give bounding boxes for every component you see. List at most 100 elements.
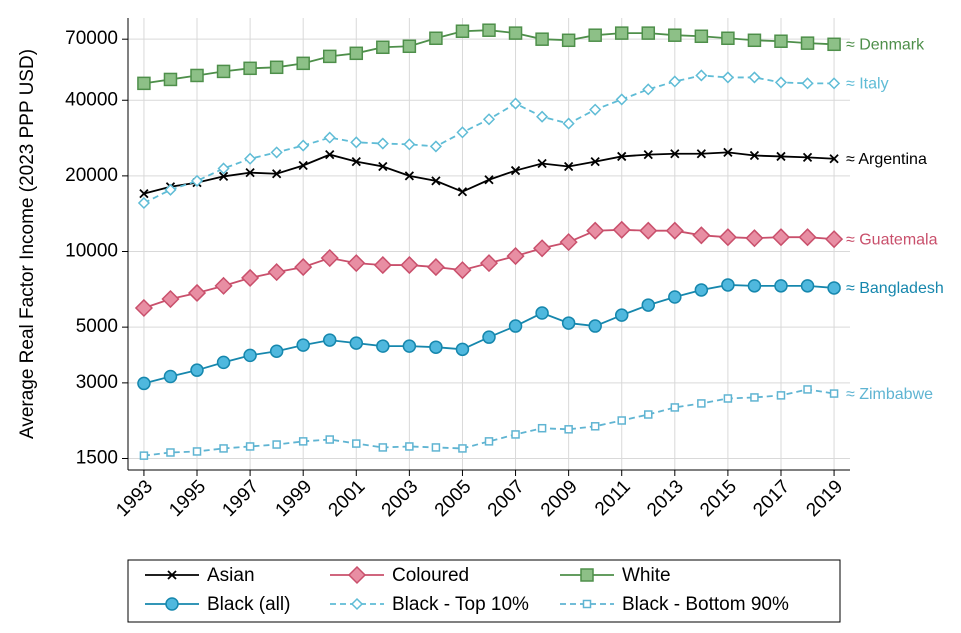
marker xyxy=(721,278,735,292)
marker xyxy=(320,248,339,268)
marker xyxy=(243,348,257,363)
marker xyxy=(161,289,180,309)
marker xyxy=(322,333,337,347)
legend-label: Asian xyxy=(207,565,255,586)
marker xyxy=(563,161,574,172)
marker xyxy=(564,425,573,434)
legend-label: Black (all) xyxy=(207,594,290,615)
marker xyxy=(590,422,600,431)
marker xyxy=(457,187,468,197)
y-tick-label: 70000 xyxy=(65,28,118,49)
legend-label: White xyxy=(622,565,671,586)
marker xyxy=(484,175,494,185)
marker xyxy=(612,220,631,239)
marker xyxy=(325,149,335,160)
series: ≈ Denmark xyxy=(137,23,925,91)
marker xyxy=(508,319,523,333)
marker xyxy=(402,339,417,353)
series: ≈ Guatemala xyxy=(134,220,938,318)
marker xyxy=(562,117,575,130)
marker xyxy=(376,339,390,353)
marker xyxy=(482,23,496,37)
marker xyxy=(298,437,308,446)
marker xyxy=(668,28,682,42)
marker xyxy=(696,149,706,159)
series: ≈ Italy xyxy=(137,69,889,210)
marker xyxy=(244,152,257,165)
marker xyxy=(245,168,255,178)
legend-marker xyxy=(580,568,594,582)
marker xyxy=(641,26,656,40)
marker xyxy=(137,196,150,210)
marker xyxy=(537,423,547,433)
marker xyxy=(829,154,839,164)
marker xyxy=(403,138,416,151)
marker xyxy=(800,279,815,293)
marker xyxy=(323,131,336,144)
marker xyxy=(668,290,682,304)
legend-label: Black - Bottom 90% xyxy=(622,594,789,615)
marker xyxy=(508,26,523,40)
marker xyxy=(218,171,229,182)
marker xyxy=(431,176,441,186)
y-tick-label: 3000 xyxy=(76,372,118,393)
marker xyxy=(400,256,419,275)
legend-marker xyxy=(350,597,364,611)
marker xyxy=(559,233,578,252)
marker xyxy=(827,281,841,295)
marker xyxy=(479,254,499,273)
marker xyxy=(298,160,308,171)
marker xyxy=(137,376,151,391)
marker xyxy=(614,308,629,322)
marker xyxy=(243,61,257,76)
marker xyxy=(776,391,786,400)
marker xyxy=(803,385,812,394)
marker xyxy=(325,435,334,444)
marker xyxy=(349,46,364,61)
marker xyxy=(272,440,281,449)
marker xyxy=(670,403,680,412)
marker xyxy=(453,261,472,280)
marker xyxy=(267,263,286,282)
marker xyxy=(190,174,204,187)
marker xyxy=(347,254,366,273)
marker xyxy=(506,247,525,266)
marker xyxy=(694,29,709,44)
legend-marker xyxy=(347,565,367,585)
marker xyxy=(509,97,522,110)
marker xyxy=(190,363,204,377)
marker xyxy=(721,71,734,84)
marker xyxy=(617,416,626,425)
legend-item: Coloured xyxy=(330,565,469,586)
marker xyxy=(694,283,709,297)
marker xyxy=(670,149,680,159)
marker xyxy=(217,162,230,175)
marker xyxy=(614,26,629,40)
marker xyxy=(431,443,441,452)
legend-label: Coloured xyxy=(392,565,469,586)
marker xyxy=(429,31,443,46)
marker xyxy=(376,40,390,55)
marker xyxy=(296,338,310,352)
marker xyxy=(511,430,520,439)
marker xyxy=(378,161,388,172)
marker xyxy=(219,444,228,453)
marker xyxy=(458,444,467,453)
marker xyxy=(352,439,361,448)
marker xyxy=(216,355,231,370)
marker xyxy=(561,33,576,48)
marker xyxy=(771,228,791,247)
marker xyxy=(349,336,364,350)
marker xyxy=(190,68,204,83)
legend: Asian Coloured White Black (all) Black - Top… xyxy=(127,559,841,623)
marker xyxy=(776,151,786,162)
legend-marker xyxy=(165,597,179,611)
legend-label: Black - Top 10% xyxy=(392,594,529,615)
marker xyxy=(800,36,815,50)
marker xyxy=(351,156,361,167)
marker xyxy=(137,76,151,91)
marker xyxy=(296,56,310,71)
y-tick-label: 1500 xyxy=(76,448,118,469)
marker xyxy=(214,276,233,295)
